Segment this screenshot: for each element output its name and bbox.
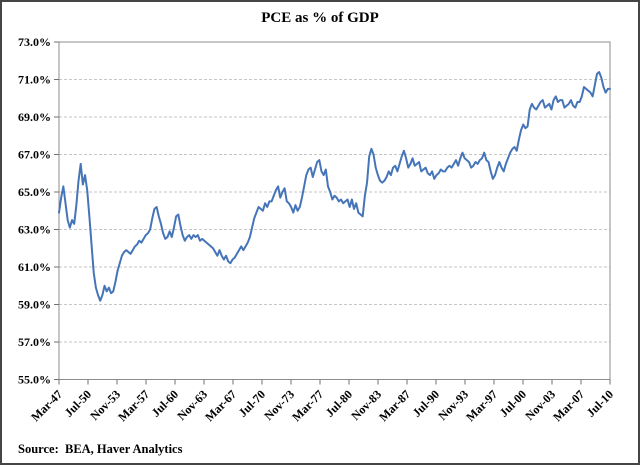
x-tick-label: Mar-97 [463,387,500,424]
x-tick-label: Mar-07 [550,387,587,424]
pce-line [58,71,611,302]
y-tick-label: 55.0% [18,373,51,387]
x-axis: Mar-47Jul-50Nov-53Mar-57Jul-60Nov-63Mar-… [28,379,617,424]
y-tick-label: 65.0% [18,185,51,199]
x-tick-label: Mar-87 [376,387,413,424]
y-tick-label: 59.0% [18,298,51,312]
x-tick-label: Mar-67 [202,387,239,424]
y-tick-label: 61.0% [18,260,51,274]
gridlines [59,79,610,343]
x-tick-label: Mar-77 [289,387,326,424]
y-axis: 73.0% 71.0% 69.0% 67.0% 65.0% 63.0% 61.0% 59.0%… [18,35,59,387]
plot-border [58,41,611,380]
source-note: Source: BEA, Haver Analytics [18,442,183,456]
y-tick-label: 69.0% [18,110,51,124]
y-tick-label: 63.0% [18,223,51,237]
y-tick-label: 73.0% [18,35,51,49]
x-tick-label: Mar-47 [28,387,65,424]
y-tick-label: 67.0% [18,148,51,162]
y-tick-label: 71.0% [18,73,51,87]
chart-title: PCE as % of GDP [261,10,379,26]
x-tick-label: Jul-10 [584,387,617,420]
y-tick-label: 57.0% [18,335,51,349]
x-tick-label: Mar-57 [115,387,152,424]
